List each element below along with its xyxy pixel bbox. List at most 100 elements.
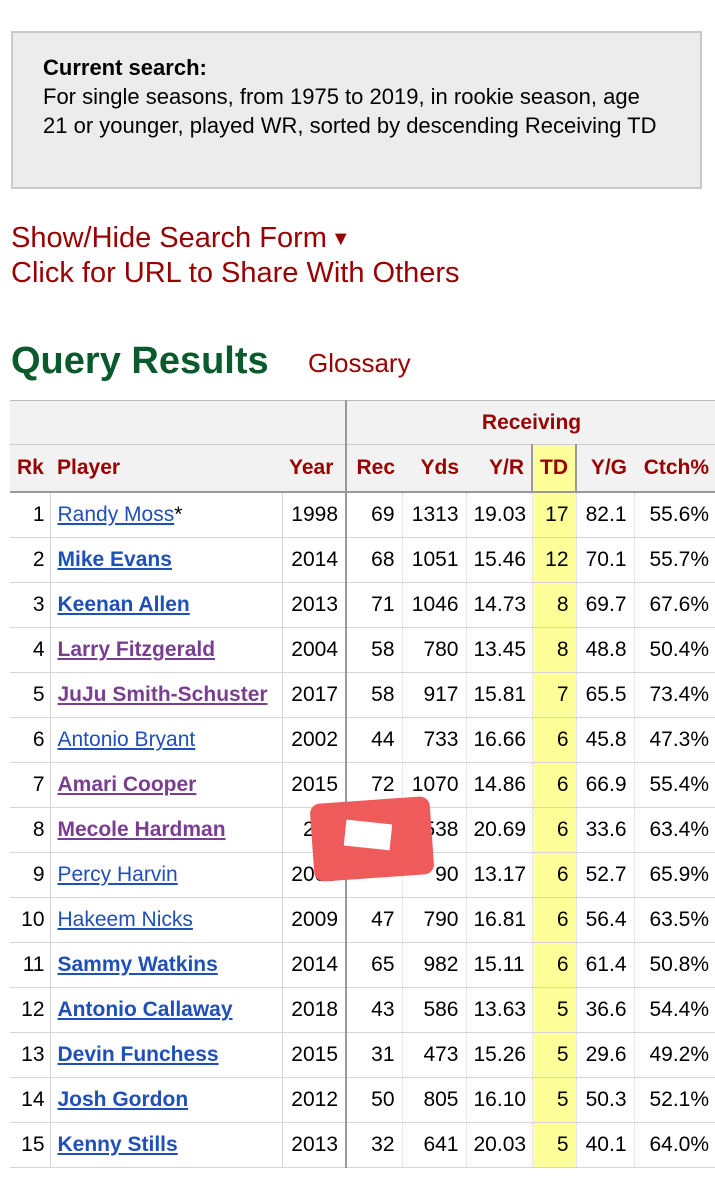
player-cell: Antonio Bryant <box>49 717 282 763</box>
table-row: 2 Mike Evans 2014 68 1051 15.46 12 70.1 55.7% <box>10 537 715 583</box>
column-header-yr[interactable]: Y/R <box>466 444 532 493</box>
yg-cell: 29.6 <box>575 1032 634 1078</box>
ctch-cell: 64.0% <box>633 1122 715 1168</box>
player-cell: Hakeem Nicks <box>49 897 282 943</box>
rec-cell: 47 <box>345 897 402 943</box>
rank-cell: 6 <box>10 717 50 763</box>
player-link[interactable]: Randy Moss <box>57 503 175 526</box>
rec-cell: 32 <box>345 1122 402 1168</box>
table-row: 5 JuJu Smith-Schuster 2017 58 917 15.81 7 65.5 7… <box>10 672 715 718</box>
year-cell: 2015 <box>281 1032 346 1078</box>
rank-cell: 15 <box>10 1122 50 1168</box>
yr-cell: 16.81 <box>465 897 532 943</box>
column-header-player[interactable]: Player <box>50 444 282 493</box>
player-link[interactable]: Percy Harvin <box>57 863 178 886</box>
column-header-yg[interactable]: Y/G <box>576 444 634 493</box>
column-header-ctch[interactable]: Ctch% <box>634 444 715 493</box>
yds-cell: 1046 <box>401 582 466 628</box>
player-cell: Percy Harvin <box>49 852 282 898</box>
rank-cell: 8 <box>10 807 50 853</box>
column-header-rk[interactable]: Rk <box>10 444 50 493</box>
yg-cell: 82.1 <box>575 492 634 538</box>
yr-cell: 20.03 <box>465 1122 532 1168</box>
triangle-down-icon: ▼ <box>330 228 351 250</box>
yr-cell: 15.81 <box>465 672 532 718</box>
column-header-yds[interactable]: Yds <box>402 444 466 493</box>
year-cell: 2018 <box>281 987 346 1033</box>
yg-cell: 48.8 <box>575 627 634 673</box>
yds-cell: 982 <box>401 942 466 988</box>
table-row: 10 Hakeem Nicks 2009 47 790 16.81 6 56.4 63.5% <box>10 897 715 943</box>
ctch-cell: 52.1% <box>633 1077 715 1123</box>
year-cell: 2009 <box>281 897 346 943</box>
rank-cell: 3 <box>10 582 50 628</box>
td-cell: 12 <box>531 537 576 583</box>
player-link[interactable]: Antonio Bryant <box>57 728 196 751</box>
rec-cell: 58 <box>345 672 402 718</box>
year-cell: 2012 <box>281 1077 346 1123</box>
player-link[interactable]: Mecole Hardman <box>57 818 226 841</box>
yg-cell: 40.1 <box>575 1122 634 1168</box>
player-link[interactable]: Antonio Callaway <box>57 998 233 1021</box>
rank-cell: 11 <box>10 942 50 988</box>
player-cell: Keenan Allen <box>49 582 282 628</box>
yds-cell: 1051 <box>401 537 466 583</box>
ctch-cell: 65.9% <box>633 852 715 898</box>
yds-cell: 790 <box>401 897 466 943</box>
share-url-link[interactable]: Click for URL to Share With Others <box>11 257 460 289</box>
glossary-link[interactable]: Glossary <box>308 348 411 378</box>
td-cell: 6 <box>531 852 576 898</box>
ctch-cell: 63.4% <box>633 807 715 853</box>
results-table: Receiving Rk Player Year Rec Yds Y/R TD … <box>10 400 715 1168</box>
player-link[interactable]: Sammy Watkins <box>57 953 218 976</box>
td-cell: 6 <box>531 897 576 943</box>
yg-cell: 69.7 <box>575 582 634 628</box>
year-cell: 2014 <box>281 942 346 988</box>
yg-cell: 65.5 <box>575 672 634 718</box>
page-title: Query Results <box>11 340 269 382</box>
ctch-cell: 54.4% <box>633 987 715 1033</box>
td-cell: 8 <box>531 627 576 673</box>
yds-cell: 733 <box>401 717 466 763</box>
table-row: 13 Devin Funchess 2015 31 473 15.26 5 29.6 49.2% <box>10 1032 715 1078</box>
player-cell: JuJu Smith-Schuster <box>49 672 282 718</box>
yr-cell: 14.73 <box>465 582 532 628</box>
player-link[interactable]: Larry Fitzgerald <box>57 638 216 661</box>
yr-cell: 20.69 <box>465 807 532 853</box>
player-cell: Devin Funchess <box>49 1032 282 1078</box>
yr-cell: 16.66 <box>465 717 532 763</box>
table-row: 11 Sammy Watkins 2014 65 982 15.11 6 61.4 50.8% <box>10 942 715 988</box>
year-cell: 1998 <box>281 492 346 538</box>
player-link[interactable]: Hakeem Nicks <box>57 908 193 931</box>
rec-cell: 43 <box>345 987 402 1033</box>
player-cell: Mike Evans <box>49 537 282 583</box>
td-cell: 6 <box>531 717 576 763</box>
overheader-blank <box>10 400 346 445</box>
show-hide-search-form-link[interactable]: Show/Hide Search Form ▼ <box>11 221 351 258</box>
column-header-year[interactable]: Year <box>282 444 346 493</box>
player-link[interactable]: Amari Cooper <box>57 773 197 796</box>
rank-cell: 1 <box>10 492 50 538</box>
table-row: 3 Keenan Allen 2013 71 1046 14.73 8 69.7 67.6% <box>10 582 715 628</box>
player-link[interactable]: Devin Funchess <box>57 1043 219 1066</box>
player-cell: Antonio Callaway <box>49 987 282 1033</box>
player-link[interactable]: Keenan Allen <box>57 593 190 616</box>
player-cell: Larry Fitzgerald <box>49 627 282 673</box>
yr-cell: 13.17 <box>465 852 532 898</box>
player-suffix: * <box>174 503 183 526</box>
player-link[interactable]: Mike Evans <box>57 548 172 571</box>
yg-cell: 66.9 <box>575 762 634 808</box>
yg-cell: 33.6 <box>575 807 634 853</box>
td-cell: 17 <box>531 492 576 538</box>
player-link[interactable]: Josh Gordon <box>57 1088 189 1111</box>
ctch-cell: 50.4% <box>633 627 715 673</box>
player-link[interactable]: JuJu Smith-Schuster <box>57 683 268 706</box>
rec-cell: 65 <box>345 942 402 988</box>
show-hide-search-form-label: Show/Hide Search Form <box>11 222 327 254</box>
player-link[interactable]: Kenny Stills <box>57 1133 178 1156</box>
yg-cell: 45.8 <box>575 717 634 763</box>
column-header-td[interactable]: TD <box>531 444 577 493</box>
yg-cell: 61.4 <box>575 942 634 988</box>
column-header-rec[interactable]: Rec <box>345 444 402 493</box>
